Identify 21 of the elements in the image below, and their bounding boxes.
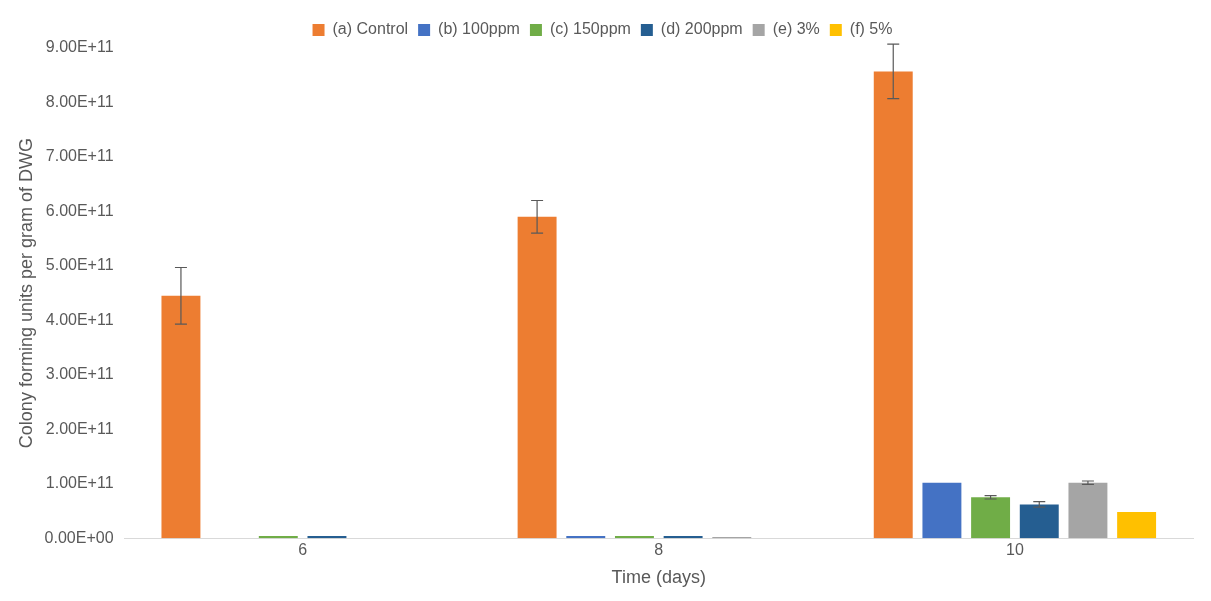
x-tick-label: 10 [1006,541,1024,559]
y-tick-label: 6.00E+11 [45,201,114,219]
y-tick-label: 2.00E+11 [45,419,114,437]
y-tick-label: 9.00E+11 [45,38,114,56]
y-tick-label: 3.00E+11 [45,365,114,383]
y-tick-label: 1.00E+11 [45,474,114,492]
legend-label: (a) Control [332,20,409,38]
legend-label: (f) 5% [849,20,893,38]
legend-label: (b) 100ppm [438,20,520,38]
y-tick-label: 7.00E+11 [45,147,114,165]
y-tick-label: 5.00E+11 [45,256,114,274]
legend-label: (d) 200ppm [660,20,743,38]
x-axis-title: Time (days) [611,567,706,588]
y-tick-label: 0.00E+00 [44,528,114,546]
y-axis-title: Colony forming units per gram of DWG [15,138,36,449]
y-tick-label: 8.00E+11 [45,92,114,110]
x-tick-label: 8 [654,541,664,559]
legend-label: (c) 150ppm [549,20,631,38]
y-tick-label: 4.00E+11 [45,310,114,328]
legend-label: (e) 3% [772,20,820,38]
x-tick-label: 6 [298,541,308,559]
